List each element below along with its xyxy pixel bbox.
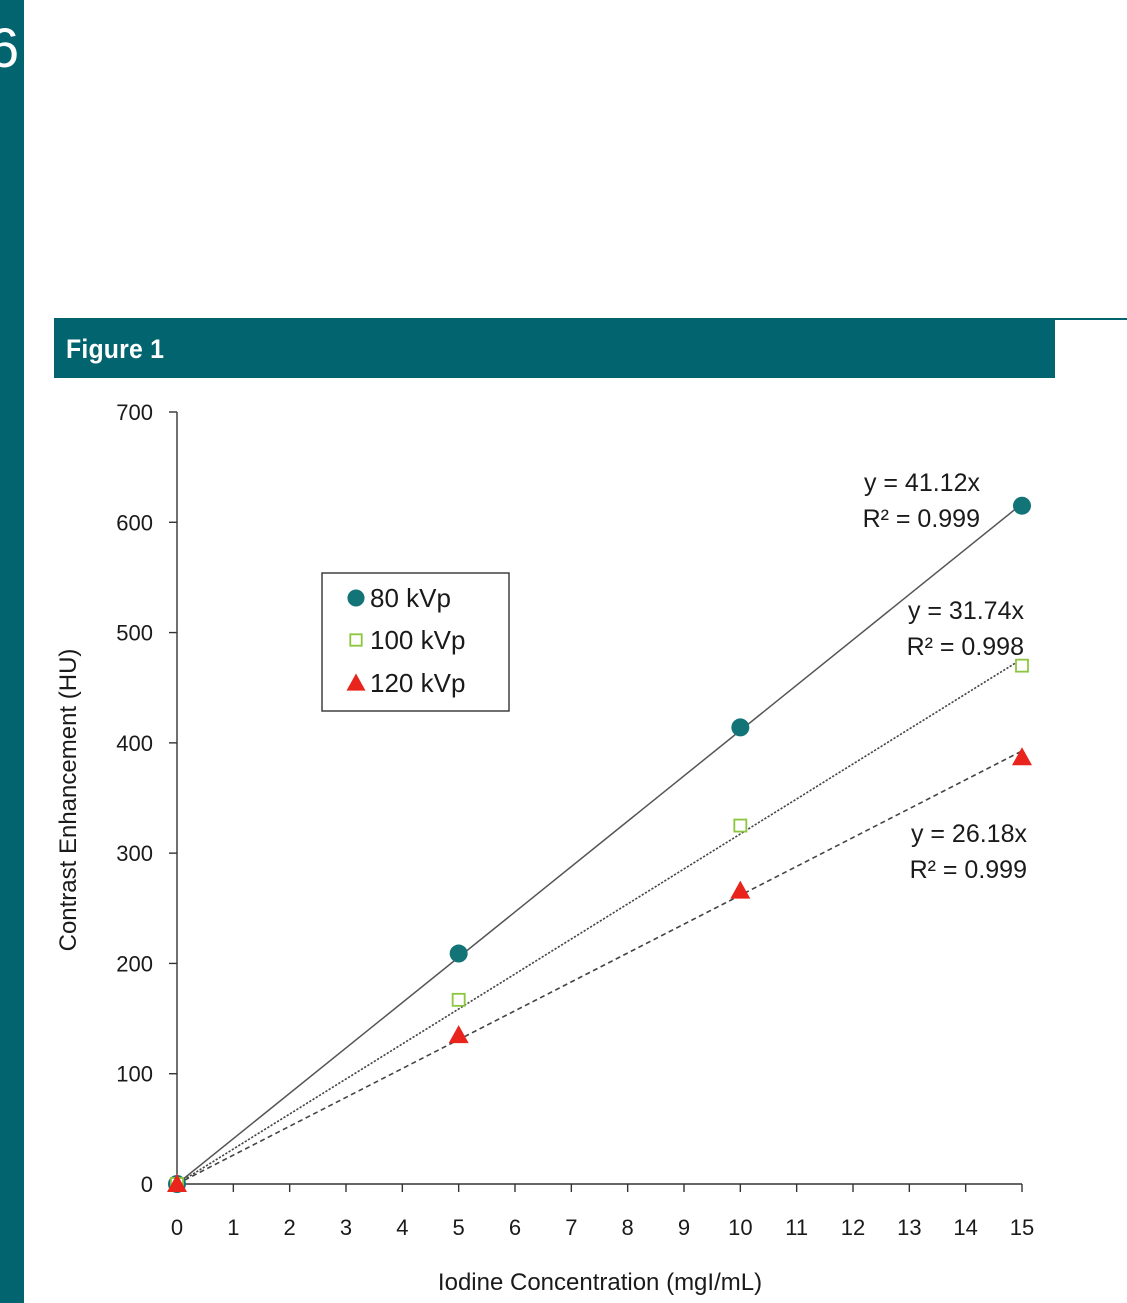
x-tick-label: 0	[171, 1215, 183, 1240]
point-2-2	[730, 880, 751, 899]
x-tick-label: 9	[678, 1215, 690, 1240]
x-tick-label: 11	[785, 1215, 808, 1240]
x-tick-label: 2	[284, 1215, 296, 1240]
equation-label-2: y = 26.18x	[911, 820, 1028, 848]
r2-label-2: R² = 0.999	[910, 856, 1027, 884]
y-tick-label: 600	[116, 510, 153, 535]
point-0-3	[1013, 496, 1031, 515]
x-tick-label: 8	[622, 1215, 634, 1240]
point-0-2	[731, 718, 750, 737]
y-tick-label: 400	[116, 731, 153, 756]
r2-label-0: R² = 0.999	[863, 505, 980, 533]
x-axis-title: Iodine Concentration (mgI/mL)	[438, 1269, 762, 1296]
markers	[167, 496, 1032, 1193]
point-2-1	[448, 1025, 469, 1044]
y-tick-label: 700	[116, 400, 153, 425]
trendlines	[176, 503, 1023, 1185]
y-tick-label: 0	[141, 1172, 153, 1197]
trendline-0	[176, 503, 1023, 1185]
point-2-0	[167, 1174, 187, 1192]
x-tick-label: 4	[396, 1215, 408, 1240]
r2-label-1: R² = 0.998	[907, 633, 1024, 661]
y-axis-title: Contrast Enhancement (HU)	[55, 649, 82, 952]
top-rule	[54, 318, 1127, 320]
legend-label-0: 80 kVp	[370, 583, 451, 613]
x-tick-label: 12	[841, 1215, 865, 1240]
y-tick-label: 300	[116, 841, 153, 866]
legend: 80 kVp 100 kVp 120 kVp	[321, 572, 510, 712]
point-1-3	[1015, 658, 1029, 673]
x-tick-label: 14	[953, 1215, 977, 1240]
x-tick-label: 5	[453, 1215, 465, 1240]
legend-marker-2	[346, 673, 366, 691]
legend-label-1: 100 kVp	[370, 625, 465, 655]
legend-label-2: 120 kVp	[370, 668, 465, 698]
figure-banner: Figure 1	[54, 320, 1055, 378]
equation-label-1: y = 31.74x	[908, 597, 1025, 625]
y-tick-label: 100	[116, 1062, 153, 1087]
x-tick-label: 13	[897, 1215, 921, 1240]
x-tick-label: 6	[509, 1215, 521, 1240]
trendline-1	[176, 658, 1023, 1185]
trendline-2	[176, 750, 1023, 1185]
figure-title: Figure 1	[66, 334, 165, 364]
legend-marker-1	[349, 633, 363, 647]
annotations: y = 41.12x R² = 0.999 y = 31.74x R² = 0.998…	[863, 469, 1028, 884]
point-0-1	[449, 944, 468, 963]
side-glyph: 6	[0, 16, 20, 79]
x-tick-label: 1	[227, 1215, 239, 1240]
point-1-1	[451, 992, 466, 1007]
equation-label-0: y = 41.12x	[864, 469, 981, 497]
y-tick-label: 200	[116, 951, 153, 976]
side-bar: 6	[0, 0, 24, 1303]
point-1-2	[733, 818, 748, 833]
x-tick-label: 10	[728, 1215, 752, 1240]
x-tick-label: 3	[340, 1215, 352, 1240]
x-tick-label: 15	[1010, 1215, 1034, 1240]
y-tick-label: 500	[116, 621, 153, 646]
x-tick-label: 7	[565, 1215, 577, 1240]
point-2-3	[1012, 747, 1032, 766]
legend-marker-0	[347, 589, 365, 607]
